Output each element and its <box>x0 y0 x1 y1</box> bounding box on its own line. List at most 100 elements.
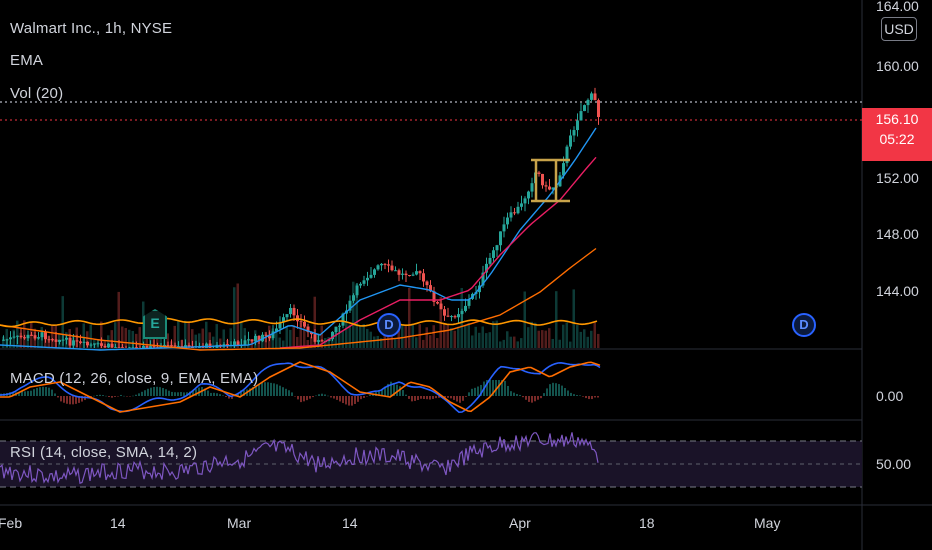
macd-histogram-bar <box>420 396 422 399</box>
candle-body <box>93 343 96 345</box>
macd-histogram-bar <box>288 390 290 396</box>
candle-body <box>72 340 75 346</box>
symbol-title[interactable]: Walmart Inc., 1h, NYSE <box>10 20 173 37</box>
candle-body <box>68 337 72 346</box>
macd-histogram-bar <box>531 396 533 403</box>
flag-pattern-drawing[interactable] <box>531 158 570 203</box>
candle-body <box>506 217 509 225</box>
volume-bar <box>394 339 397 348</box>
candle-body <box>359 283 362 286</box>
ema-legend[interactable]: EMA <box>10 52 44 69</box>
candle-body <box>394 270 397 272</box>
macd-histogram-bar <box>255 385 257 396</box>
macd-histogram-bar <box>312 396 314 398</box>
macd-histogram-bar <box>306 396 308 401</box>
macd-histogram-bar <box>585 396 587 399</box>
macd-histogram-bar <box>510 391 512 396</box>
macd-histogram-bar <box>501 380 503 396</box>
volume-bar <box>432 325 435 348</box>
volume-bar <box>100 321 103 348</box>
candle-body <box>460 310 464 315</box>
volume-bar <box>327 337 330 348</box>
volume-bar <box>282 340 285 348</box>
volume-bar <box>320 325 323 348</box>
macd-histogram-bar <box>399 386 401 396</box>
macd-histogram-bar <box>297 396 299 400</box>
volume-bar <box>464 325 467 348</box>
macd-histogram-bar <box>300 396 302 403</box>
volume-bar <box>296 336 299 348</box>
candle-body <box>369 274 373 278</box>
candle-body <box>411 274 415 276</box>
volume-bar <box>422 339 425 348</box>
volume-bar <box>124 328 127 348</box>
candle-body <box>530 183 534 192</box>
volume-bar <box>597 333 600 348</box>
candle-body <box>51 339 54 341</box>
candle-body <box>586 99 590 106</box>
macd-histogram-bar <box>69 396 71 405</box>
macd-histogram-bar <box>285 388 287 396</box>
volume-bar <box>495 320 498 348</box>
volume-bar <box>366 328 369 348</box>
volume-bar <box>352 281 355 348</box>
macd-histogram-bar <box>225 396 227 397</box>
volume-bar <box>19 332 22 348</box>
volume-bar <box>565 322 568 348</box>
volume-bar <box>492 321 495 348</box>
volume-bar <box>355 283 358 348</box>
candle-body <box>75 340 79 342</box>
macd-histogram-bar <box>162 387 164 396</box>
macd-histogram-bar <box>387 383 389 396</box>
macd-histogram-bar <box>564 388 566 396</box>
macd-histogram-bar <box>333 396 335 399</box>
macd-histogram-bar <box>507 385 509 396</box>
macd-legend[interactable]: MACD (12, 26, close, 9, EMA, EMA) <box>10 370 259 387</box>
volume-bar <box>114 322 117 348</box>
macd-histogram-bar <box>222 395 224 396</box>
candle-body <box>590 93 593 100</box>
dividend-icon[interactable]: D <box>792 313 816 337</box>
volume-bar <box>205 321 208 348</box>
volume-bar <box>380 338 383 348</box>
macd-histogram-bar <box>27 391 29 396</box>
rsi-legend[interactable]: RSI (14, close, SMA, 14, 2) <box>10 444 198 461</box>
candle-body <box>334 326 338 333</box>
volume-bar <box>474 326 477 348</box>
dividend-icon[interactable]: D <box>377 313 401 337</box>
time-tick: Apr <box>509 515 531 531</box>
macd-histogram-bar <box>474 387 476 396</box>
macd-histogram-bar <box>33 389 35 396</box>
volume-bar <box>471 335 474 348</box>
macd-histogram-bar <box>174 392 176 396</box>
macd-histogram-bar <box>138 393 140 396</box>
volume-bar <box>376 335 379 348</box>
macd-histogram-bar <box>432 396 434 399</box>
time-tick: 14 <box>110 515 126 531</box>
macd-histogram-bar <box>363 396 365 398</box>
volume-bar <box>453 330 456 348</box>
macd-histogram-bar <box>594 396 596 398</box>
currency-button[interactable]: USD <box>881 17 917 41</box>
macd-histogram-bar <box>450 396 452 399</box>
candle-body <box>96 343 100 345</box>
macd-histogram-bar <box>384 386 386 396</box>
macd-histogram-bar <box>129 396 131 397</box>
volume-bar <box>425 327 428 348</box>
volume-bar <box>572 289 575 348</box>
candle-body <box>40 332 44 338</box>
candle-body <box>163 344 166 347</box>
volume-bar <box>579 331 582 348</box>
volume-legend[interactable]: Vol (20) <box>10 85 64 102</box>
candle-body <box>247 339 250 341</box>
earnings-icon[interactable]: E <box>143 309 167 339</box>
volume-bar <box>177 321 180 348</box>
volume-bar <box>516 341 519 348</box>
time-tick: Mar <box>227 515 252 531</box>
macd-histogram-bar <box>219 394 221 396</box>
candle-body <box>44 332 47 340</box>
volume-bar <box>145 337 148 348</box>
volume-bar <box>16 320 19 348</box>
macd-histogram-bar <box>555 383 557 396</box>
